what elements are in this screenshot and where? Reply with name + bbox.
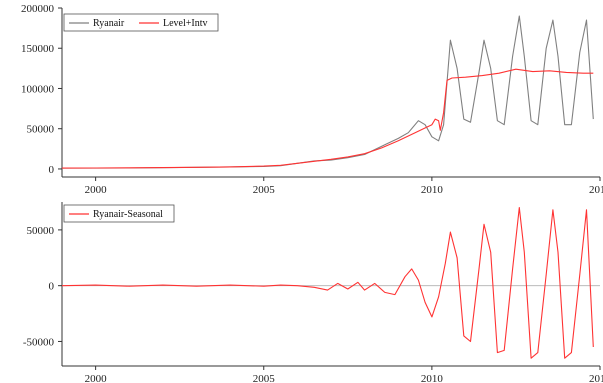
- top-chart-series: [61, 15, 594, 169]
- top-chart-xtick-label: 2005: [253, 184, 276, 196]
- bottom-chart-ytick-label: -50000: [23, 336, 55, 348]
- bottom-chart-panel: 2000 2005 2010 2015 -50000 0 50000 Ryanair-Sea…: [23, 202, 603, 383]
- legend-label-ryanair: Ryanair: [93, 18, 125, 29]
- top-chart-ytick-label: 0: [49, 164, 55, 176]
- bottom-chart-series: [61, 207, 594, 359]
- bottom-chart-ytick-label: 0: [49, 281, 55, 293]
- top-chart-ytick-label: 100000: [21, 83, 55, 95]
- series-line-ryanair-seasonal: [61, 207, 594, 359]
- top-chart-panel: 2000 2005 2010 2015 0 50000 100000 150000 200000…: [21, 3, 603, 196]
- top-chart-xtick-label: 2010: [421, 184, 444, 196]
- bottom-chart-xtick-label: 2010: [421, 373, 444, 383]
- bottom-chart-xtick-label: 2015: [589, 373, 603, 383]
- bottom-chart-xtick-label: 2005: [253, 373, 276, 383]
- bottom-chart-legend-box: [63, 204, 175, 223]
- bottom-chart-xtick-label: 2000: [85, 373, 108, 383]
- top-chart-ticks: 2000 2005 2010 2015 0 50000 100000 150000 200000: [21, 3, 603, 196]
- top-chart-ytick-label: 150000: [21, 43, 55, 55]
- top-chart-legend: Ryanair Level+Intv: [63, 13, 219, 32]
- top-chart-xtick-label: 2015: [589, 184, 603, 196]
- legend-label-level-intv: Level+Intv: [163, 18, 208, 29]
- bottom-chart-legend: Ryanair-Seasonal: [63, 204, 175, 223]
- top-chart-ytick-label: 200000: [21, 3, 55, 15]
- bottom-chart-ytick-label: 50000: [27, 225, 55, 237]
- legend-label-ryanair-seasonal: Ryanair-Seasonal: [93, 209, 163, 220]
- top-chart-xtick-label: 2000: [85, 184, 108, 196]
- top-chart-ytick-label: 50000: [27, 124, 55, 136]
- series-line-level-intv: [61, 68, 594, 169]
- bottom-chart-ticks: 2000 2005 2010 2015 -50000 0 50000: [23, 225, 603, 383]
